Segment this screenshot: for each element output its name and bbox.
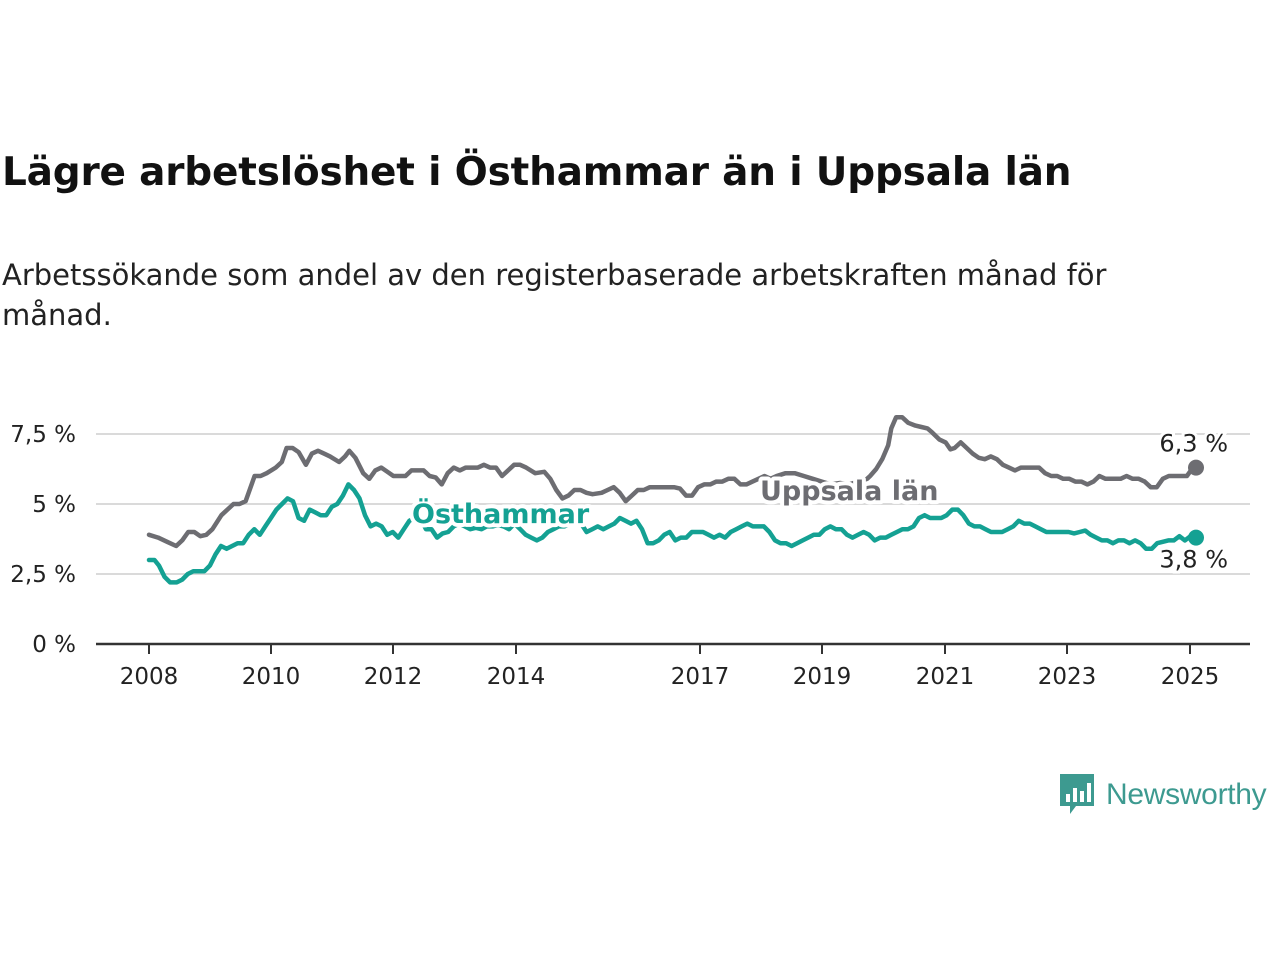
chart-subtitle: Arbetssökande som andel av den registerb…: [2, 258, 1107, 332]
x-axis-ticks: 2008 2010 2012 2014 2017 2019 2021 2023 2025: [120, 644, 1220, 690]
y-tick-label: 2,5 %: [10, 562, 76, 588]
series-line-1: [146, 482, 1199, 585]
brand-logo: Newsworthy: [1058, 772, 1267, 818]
newsworthy-logo-icon: [1060, 774, 1094, 814]
series-lines: [146, 414, 1204, 585]
x-tick-label: 2012: [364, 664, 423, 690]
series-labels: 6,3 % Uppsala län 3,8 % Östhammar: [408, 427, 1231, 577]
series-name-label: Östhammar: [412, 497, 590, 530]
brand-name: Newsworthy: [1106, 778, 1267, 811]
y-tick-label: 7,5 %: [10, 422, 76, 448]
x-tick-label: 2019: [793, 664, 852, 690]
series-end-point: [1188, 529, 1204, 546]
x-tick-label: 2017: [671, 664, 730, 690]
chart-title: Lägre arbetslöshet i Östhammar än i Upps…: [2, 150, 1072, 195]
x-tick-label: 2008: [120, 664, 179, 690]
series-end-point: [1188, 459, 1204, 476]
series-end-label: 3,8 %: [1159, 546, 1228, 574]
x-tick-label: 2021: [916, 664, 975, 690]
x-tick-label: 2025: [1161, 664, 1220, 690]
x-tick-label: 2010: [242, 664, 301, 690]
x-tick-label: 2023: [1038, 664, 1097, 690]
gridlines: [96, 433, 1250, 646]
x-tick-label: 2014: [487, 664, 546, 690]
y-axis-ticks: 0 % 2,5 % 5 % 7,5 %: [10, 422, 76, 658]
y-tick-label: 0 %: [32, 632, 76, 658]
series-line-0: [146, 414, 1199, 549]
series-end-label: 6,3 %: [1159, 430, 1228, 458]
y-tick-label: 5 %: [32, 492, 76, 518]
series-name-label: Uppsala län: [760, 476, 938, 507]
line-chart: 0 % 2,5 % 5 % 7,5 % 2008 2010 2012 2014 2017 201…: [10, 414, 1250, 690]
